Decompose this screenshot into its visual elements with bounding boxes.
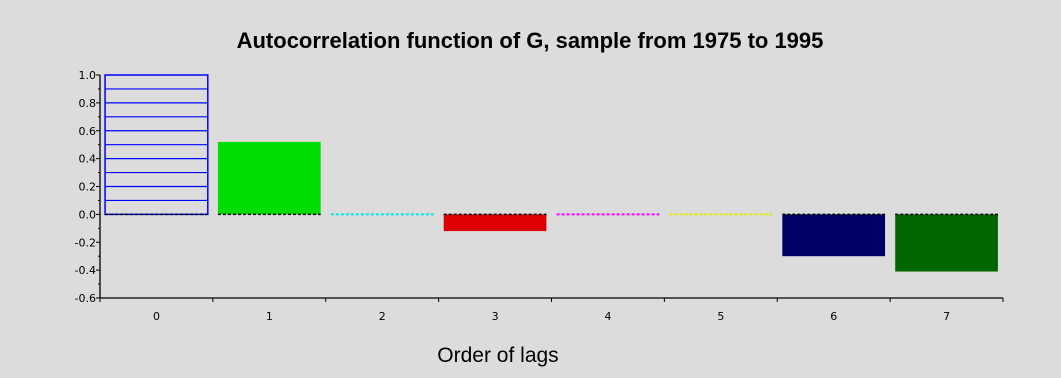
x-axis-ticks: 0 1 2 3 4 5 6 7 — [99, 298, 1004, 323]
y-tick-label: 0.2 — [79, 181, 97, 194]
x-tick-label: 5 — [717, 310, 724, 323]
y-tick-label: -0.6 — [75, 292, 96, 305]
x-tick-label: 6 — [830, 310, 837, 323]
y-axis-ticks: 1.0 0.8 0.6 0.4 0.2 0.0 -0.2 -0.4 -0.6 — [75, 69, 100, 305]
y-tick-label: 0.4 — [79, 153, 97, 166]
bar-lag-3 — [443, 214, 547, 232]
y-tick-label: 0.6 — [79, 125, 97, 138]
y-tick-label: 0.8 — [79, 97, 97, 110]
bar-lag-6 — [782, 214, 886, 257]
bar-lag-0 — [104, 74, 209, 216]
y-tick-label: 0.0 — [79, 208, 97, 221]
y-tick-label: 1.0 — [79, 69, 97, 82]
x-tick-label: 2 — [379, 310, 386, 323]
y-tick-label: -0.4 — [75, 264, 96, 277]
x-tick-label: 7 — [943, 310, 950, 323]
bars — [104, 74, 998, 272]
x-tick-label: 1 — [266, 310, 273, 323]
bar-lag-7 — [895, 214, 998, 272]
chart-title: Autocorrelation function of G, sample fr… — [237, 28, 824, 53]
x-tick-label: 4 — [604, 310, 611, 323]
bar-lag-1 — [217, 141, 321, 215]
x-axis-label: Order of lags — [437, 344, 558, 367]
y-tick-label: -0.2 — [75, 236, 96, 249]
x-tick-label: 3 — [492, 310, 499, 323]
x-tick-label: 0 — [153, 310, 160, 323]
